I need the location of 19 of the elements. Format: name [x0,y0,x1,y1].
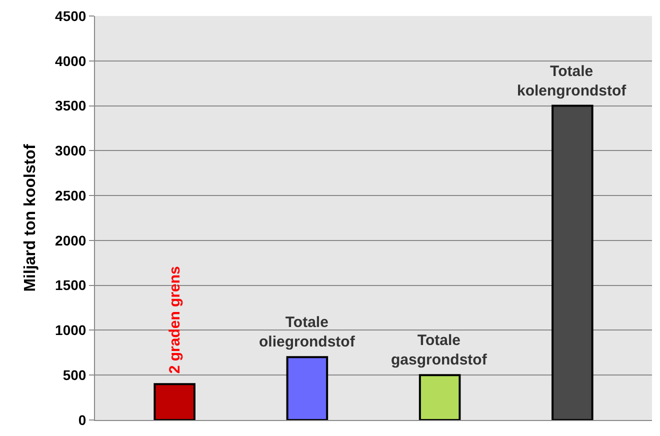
x-tick-label: Totale kolengrondstof [517,63,628,100]
y-tick-label: 2000 [55,232,86,248]
y-tick-label: 3500 [55,98,86,114]
y-tick-label: 3000 [55,142,86,159]
y-tick-label: 500 [62,367,86,384]
x-tick-label: Totale gasgrondstof [391,332,488,368]
y-tick-label: 4500 [55,8,86,24]
bar [286,356,328,420]
bar [552,104,594,420]
y-tick-label: 1000 [55,322,86,338]
x-tick-label: Totale oliegrondstof [259,314,356,350]
bar [154,383,196,420]
y-tick-label: 1500 [55,277,86,294]
y-tick-label: 2500 [55,187,86,204]
y-axis-title: Miljard ton koolstof [22,144,39,292]
bar [418,374,461,420]
y-tick-label: 4000 [55,52,86,69]
x-tick-label: 2 graden grens [166,266,184,374]
y-tick-label: 0 [78,412,86,428]
